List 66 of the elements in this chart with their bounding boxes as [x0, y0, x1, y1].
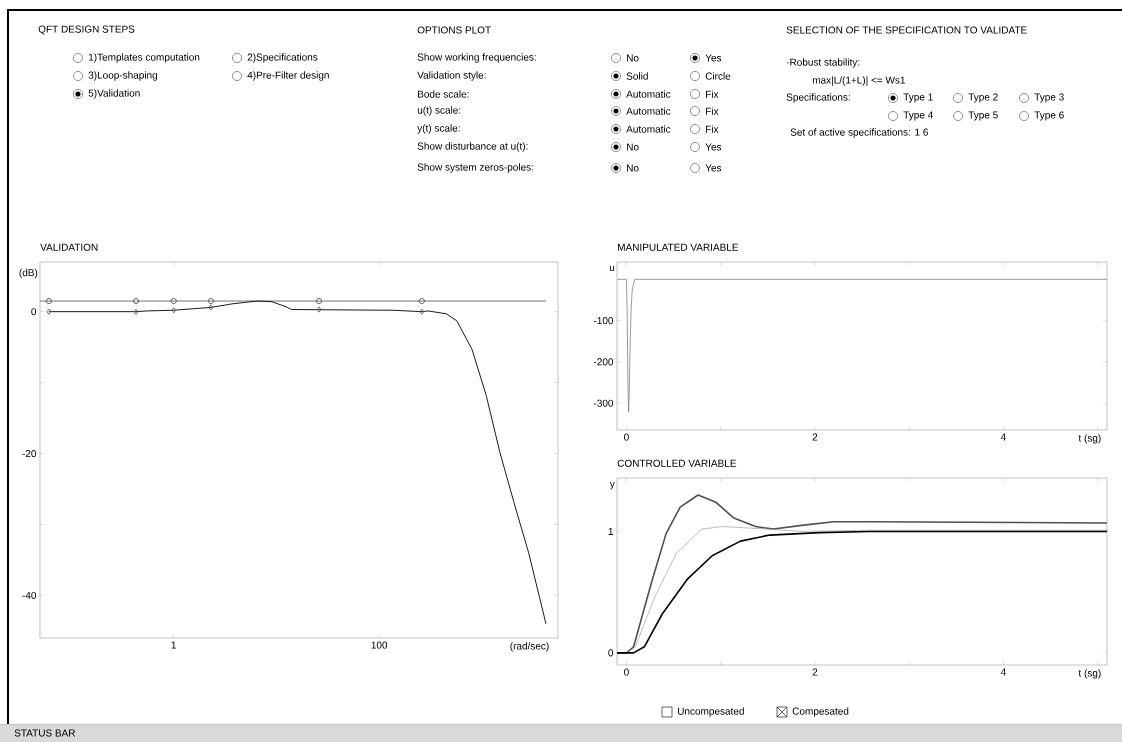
text: 1)Templates computation — [88, 53, 200, 63]
text: No — [627, 143, 639, 151]
chart-title: CONTROLLED VARIABLE — [617, 459, 737, 467]
text: Type 4 — [903, 111, 933, 121]
text: y(t) scale: — [417, 124, 460, 134]
text: Type 6 — [1034, 111, 1064, 121]
chart-title: MANIPULATED VARIABLE — [618, 243, 739, 251]
text: Yes — [705, 164, 722, 172]
text: Show working frequencies: — [417, 53, 536, 63]
text: Show disturbance at u(t): — [417, 142, 528, 152]
text: OPTIONS PLOT — [417, 26, 491, 34]
text: 3)Loop-shaping — [88, 71, 158, 81]
x-axis-title: t (sg) — [1078, 669, 1101, 679]
x-axis-title: (rad/sec) — [510, 642, 549, 652]
text: Fix — [706, 107, 719, 115]
y-axis-title: (dB) — [19, 268, 38, 279]
x-axis-title: t (sg) — [1078, 434, 1101, 444]
text: Type 5 — [968, 111, 998, 121]
text: Yes — [705, 54, 722, 62]
text: Solid — [626, 72, 648, 80]
text: Bode scale: — [418, 90, 469, 98]
text: Automatic — [626, 107, 671, 115]
text: Fix — [706, 125, 719, 133]
text: Yes — [705, 143, 722, 151]
text: No — [627, 54, 639, 62]
text: Type 2 — [968, 93, 998, 103]
text: STATUS BAR — [14, 729, 76, 737]
y-tick-label: 1 — [608, 527, 613, 535]
text: ·Robust stability: — [787, 58, 860, 68]
text: Automatic — [626, 90, 671, 98]
text: Type 1 — [903, 93, 933, 103]
text: max|L/(1+L)| <= Ws1 — [812, 76, 906, 86]
text: Specifications: — [786, 93, 850, 103]
text: 2)Specifications — [247, 53, 318, 63]
chart-title: VALIDATION — [40, 243, 98, 251]
x-tick-label: 4 — [1000, 668, 1006, 676]
y-axis-title: y — [609, 482, 615, 490]
text: Type 3 — [1034, 93, 1064, 103]
text: Automatic — [626, 125, 671, 133]
text: SELECTION OF THE SPECIFICATION TO VALIDATE — [786, 26, 1027, 34]
text: Set of active specifications: 1 6 — [790, 128, 928, 138]
text: QFT DESIGN STEPS — [38, 25, 135, 35]
x-tick-label: 2 — [812, 433, 818, 441]
text: u(t) scale: — [417, 106, 461, 116]
text: Validation style: — [417, 71, 486, 81]
y-tick-label: -100 — [593, 317, 614, 325]
x-tick-label: 0 — [624, 433, 629, 441]
y-tick-label: -300 — [593, 399, 614, 407]
y-tick-label: -200 — [593, 358, 614, 366]
y-tick-label: 0 — [31, 308, 37, 316]
text: Uncompesated — [677, 707, 744, 717]
text: Circle — [705, 72, 731, 80]
text: No — [627, 164, 639, 172]
y-tick-label: -40 — [22, 591, 37, 599]
text: Fix — [706, 90, 719, 98]
text: Compesated — [792, 707, 849, 717]
x-tick-label: 2 — [812, 668, 818, 676]
x-tick-label: 0 — [624, 668, 629, 676]
y-tick-label: -20 — [22, 450, 37, 458]
text: Show system zeros-poles: — [417, 163, 533, 173]
x-tick-label: 4 — [1000, 433, 1006, 441]
y-axis-title: u — [609, 265, 615, 272]
y-tick-label: 0 — [608, 649, 614, 657]
text: 4)Pre-Filter design — [247, 71, 329, 81]
x-tick-label: 100 — [371, 641, 388, 649]
text: 5)Validation — [88, 89, 140, 99]
